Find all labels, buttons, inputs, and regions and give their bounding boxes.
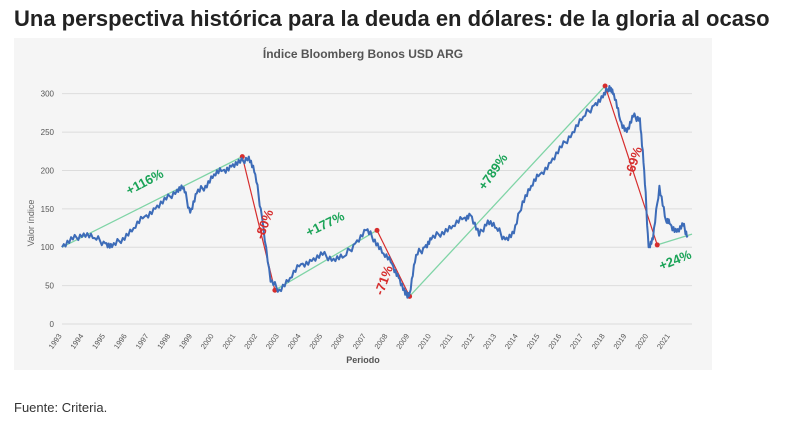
annotation-label: -69% [622, 144, 646, 178]
x-axis-ticks: 1993 1994 1995 1996 1997 1998 1999 2000 2001 2002… [47, 332, 672, 351]
chart-panel: Índice Bloomberg Bonos USD ARG 0 50 100 150… [14, 38, 712, 370]
y-tick-label: 150 [41, 205, 55, 214]
x-tick-label: 2017 [568, 332, 585, 351]
grid [62, 93, 692, 325]
x-tick-label: 2010 [416, 332, 433, 351]
x-tick-label: 2013 [481, 332, 498, 351]
y-axis-label: Valor índice [26, 200, 36, 247]
annotations: +116%-80% +177%-71%+789% -69%+24% [123, 144, 694, 297]
series-layer [61, 85, 689, 299]
x-tick-label: 2019 [612, 332, 629, 351]
x-tick-label: 2003 [264, 332, 281, 351]
x-tick-label: 1997 [134, 332, 151, 351]
series-line [61, 85, 689, 299]
y-axis-ticks: 0 50 100 150 200 250 300 [41, 90, 55, 329]
annotation-label: +789% [475, 150, 511, 192]
x-tick-label: 2009 [394, 332, 411, 351]
x-tick-label: 1994 [68, 332, 85, 351]
trend-line [409, 85, 606, 297]
annotation-label: +177% [303, 208, 347, 240]
x-tick-label: 1996 [112, 332, 129, 351]
x-tick-label: 2006 [329, 332, 346, 351]
annotation-label: -71% [371, 263, 396, 297]
chart-title: Índice Bloomberg Bonos USD ARG [263, 46, 463, 61]
peak-marker [374, 227, 380, 233]
x-tick-label: 2001 [220, 332, 237, 351]
x-tick-label: 2015 [525, 332, 542, 351]
trough-marker [654, 242, 660, 248]
x-tick-label: 2000 [199, 332, 216, 351]
x-tick-label: 1998 [155, 332, 172, 351]
x-tick-label: 2008 [373, 332, 390, 351]
x-tick-label: 1993 [47, 332, 64, 351]
line-chart: Índice Bloomberg Bonos USD ARG 0 50 100 150… [26, 46, 694, 365]
trend-line [61, 156, 243, 248]
x-tick-label: 2014 [503, 332, 520, 351]
trend-line [274, 229, 378, 291]
x-tick-label: 2011 [438, 332, 455, 350]
headline: Una perspectiva histórica para la deuda … [14, 6, 770, 31]
x-tick-label: 2012 [459, 332, 476, 351]
x-axis-label: Periodo [346, 355, 380, 365]
drop-line [604, 85, 658, 246]
x-tick-label: 2002 [242, 332, 259, 351]
x-tick-label: 2007 [351, 332, 368, 351]
trend-lines [61, 83, 693, 299]
x-tick-label: 2020 [633, 332, 650, 351]
x-tick-label: 2021 [655, 332, 672, 351]
source-note: Fuente: Criteria. [14, 400, 108, 415]
y-tick-label: 0 [50, 320, 55, 329]
y-tick-label: 200 [41, 166, 55, 175]
y-tick-label: 100 [41, 243, 55, 252]
x-tick-label: 2005 [307, 332, 324, 351]
x-tick-label: 2018 [590, 332, 607, 351]
x-tick-label: 2004 [286, 332, 303, 351]
x-tick-label: 1999 [177, 332, 194, 351]
drop-line [376, 230, 411, 297]
x-tick-label: 1995 [90, 332, 107, 351]
x-tick-label: 2016 [546, 332, 563, 351]
y-tick-label: 50 [45, 282, 54, 291]
y-tick-label: 250 [41, 128, 55, 137]
annotation-label: +24% [657, 247, 694, 274]
y-tick-label: 300 [41, 90, 55, 99]
